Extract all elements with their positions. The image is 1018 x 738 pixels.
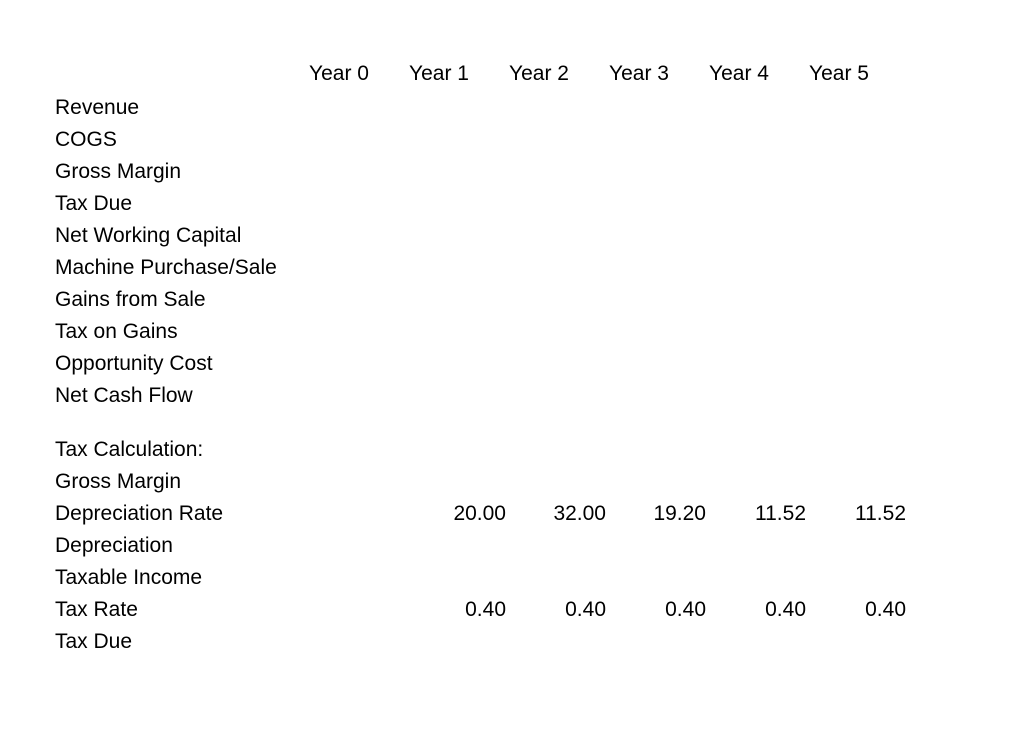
column-header-year-3: Year 3 [609,62,669,85]
year-header-row: Year 0 Year 1 Year 2 Year 3 Year 4 Year … [0,58,906,90]
table-row: COGS [0,124,906,156]
cell-depreciation-rate-year-4: 11.52 [755,502,806,525]
row-label-depreciation-rate: Depreciation Rate [55,502,224,525]
row-label-tax-rate: Tax Rate [55,598,138,621]
table-row: Tax Rate 0.40 0.40 0.40 0.40 0.40 [0,594,906,626]
cell-tax-rate-year-1: 0.40 [465,598,506,621]
table-row: Machine Purchase/Sale [0,252,906,284]
row-label-depreciation: Depreciation [55,534,173,557]
table-row: Tax on Gains [0,316,906,348]
header-spacer [0,58,306,90]
cash-flow-section: Revenue COGS Gross Margin Tax Due Net Wo… [0,92,906,412]
cell-tax-rate-year-3: 0.40 [665,598,706,621]
row-label-opportunity-cost: Opportunity Cost [55,352,213,375]
cell-depreciation-rate-year-3: 19.20 [653,502,706,525]
table-row: Net Cash Flow [0,380,906,412]
table-row: Taxable Income [0,562,906,594]
table-row: Gross Margin [0,466,906,498]
column-header-year-0: Year 0 [309,62,369,85]
row-label-net-cash-flow: Net Cash Flow [55,384,193,407]
table-row: Tax Calculation: [0,434,906,466]
cell-tax-rate-year-0 [306,594,406,626]
row-label-machine-purchase-sale: Machine Purchase/Sale [55,256,277,279]
table-row: Opportunity Cost [0,348,906,380]
column-header-year-2: Year 2 [509,62,569,85]
tax-calculation-section: Tax Calculation: Gross Margin Depreciati… [0,434,906,658]
section-title-tax-calculation: Tax Calculation: [55,438,204,461]
table-row: Net Working Capital [0,220,906,252]
row-label-net-working-capital: Net Working Capital [55,224,242,247]
row-label-tax-due: Tax Due [55,192,133,215]
cell-depreciation-rate-year-2: 32.00 [553,502,606,525]
row-label-taxable-income: Taxable Income [55,566,203,589]
cell-tax-rate-year-5: 0.40 [865,598,906,621]
financial-worksheet: Year 0 Year 1 Year 2 Year 3 Year 4 Year … [0,58,906,658]
cell-tax-rate-year-2: 0.40 [565,598,606,621]
row-label-gains-from-sale: Gains from Sale [55,288,206,311]
cell-depreciation-rate-year-0 [306,498,406,530]
row-label-cogs: COGS [55,128,117,151]
cell-depreciation-rate-year-5: 11.52 [855,502,906,525]
column-header-year-1: Year 1 [409,62,469,85]
table-row: Depreciation [0,530,906,562]
row-label-gross-margin: Gross Margin [55,160,182,183]
table-row: Gains from Sale [0,284,906,316]
column-header-year-5: Year 5 [809,62,869,85]
table-row: Tax Due [0,188,906,220]
column-header-year-4: Year 4 [709,62,769,85]
table-row: Revenue [0,92,906,124]
table-row: Tax Due [0,626,906,658]
row-label-revenue: Revenue [55,96,140,119]
row-label-gross-margin-tax: Gross Margin [55,470,182,493]
table-row: Depreciation Rate 20.00 32.00 19.20 11.5… [0,498,906,530]
row-label-tax-due-bottom: Tax Due [55,630,133,653]
row-label-tax-on-gains: Tax on Gains [55,320,178,343]
cell-tax-rate-year-4: 0.40 [765,598,806,621]
cell-depreciation-rate-year-1: 20.00 [453,502,506,525]
table-row: Gross Margin [0,156,906,188]
